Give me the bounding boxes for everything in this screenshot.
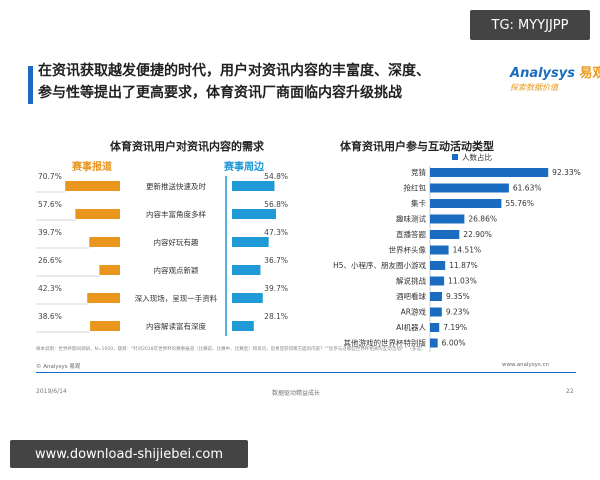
data-label-series-2: 56.8%	[264, 200, 288, 209]
data-label-series-1: 42.3%	[38, 284, 62, 293]
bar	[430, 292, 442, 301]
footer-page: 22	[566, 388, 574, 395]
bar-series-1	[99, 265, 120, 275]
category-label: 抢红包	[404, 183, 427, 193]
data-label-series-2: 39.7%	[264, 284, 288, 293]
bar	[430, 214, 465, 224]
category-label: 趣味测试	[396, 214, 426, 224]
category-label: 直播答题	[396, 229, 426, 239]
bar-series-1	[89, 237, 120, 247]
data-label-series-1: 26.6%	[38, 256, 62, 265]
data-label: 11.87%	[449, 261, 478, 270]
watermark-bottom: www.download-shijiebei.com	[10, 440, 248, 468]
headline-line-2: 参与性等提出了更高要求，体育资讯厂商面临内容升级挑战	[38, 85, 402, 101]
legend-series-2: 赛事周边	[224, 162, 264, 173]
category-label: 其他游戏的世界杯特别版	[344, 338, 427, 348]
category-label: 内容好玩有趣	[154, 237, 199, 247]
data-label-series-2: 47.3%	[264, 228, 288, 237]
brand-tagline: 探索数据价值	[510, 83, 558, 92]
data-label: 61.63%	[513, 184, 542, 193]
footer-date: 2019/6/14	[36, 388, 67, 395]
bar-series-1	[65, 181, 120, 191]
bar	[430, 183, 509, 193]
data-label-series-2: 54.8%	[264, 172, 288, 181]
bar-series-1	[87, 293, 120, 303]
bar	[430, 338, 438, 348]
category-label: 内容观点新颖	[154, 265, 199, 275]
bar-series-2	[232, 181, 275, 191]
headline: 在资讯获取越发便捷的时代，用户对资讯内容的丰富度、深度、 参与性等提出了更高要求…	[38, 60, 430, 104]
category-label: AR游戏	[401, 307, 427, 317]
legend-series-1: 赛事报道	[72, 162, 112, 173]
category-label: 酒吧看球	[396, 291, 426, 301]
bar-series-2	[232, 209, 277, 219]
category-label: 深入现场，呈现一手资料	[135, 293, 218, 303]
bar-series-1	[90, 321, 120, 331]
footer-center: 数据驱动精益成长	[272, 390, 321, 397]
data-label: 7.19%	[443, 323, 467, 332]
headline-line-1: 在资讯获取越发便捷的时代，用户对资讯内容的丰富度、深度、	[38, 63, 430, 79]
category-label: 解说挑战	[396, 276, 426, 286]
left-chart-title: 体育资讯用户对资讯内容的需求	[110, 140, 264, 153]
source-label: © Analysys 易观	[36, 364, 81, 370]
bar	[430, 230, 460, 239]
title-accent-bar	[28, 66, 33, 104]
data-label-series-1: 38.6%	[38, 312, 62, 321]
bar	[430, 261, 446, 270]
bar-series-2	[232, 237, 269, 247]
data-label: 55.76%	[505, 199, 534, 208]
bar	[430, 323, 440, 332]
bar-series-2	[232, 265, 261, 275]
data-label: 14.51%	[453, 246, 482, 255]
data-label-series-2: 36.7%	[264, 256, 288, 265]
data-label: 9.35%	[446, 292, 470, 301]
brand-name: Analysys 易观	[510, 66, 600, 81]
bar-series-2	[232, 293, 263, 303]
source-url: www.analysys.cn	[502, 362, 549, 368]
legend-label: 人数占比	[462, 152, 492, 162]
data-label: 26.86%	[468, 215, 497, 224]
data-label: 22.90%	[463, 230, 492, 239]
footer-divider	[36, 372, 576, 373]
left-chart: 70.7% 54.8% 更新推送快速及时 57.6% 56.8% 内容丰富角度多样 39.7…	[36, 172, 288, 336]
data-label-series-1: 70.7%	[38, 172, 62, 181]
data-label: 92.33%	[552, 168, 581, 177]
category-label: 世界杯头像	[389, 245, 427, 255]
category-label: 集卡	[411, 198, 426, 208]
data-label-series-2: 28.1%	[264, 312, 288, 321]
data-label: 9.23%	[446, 308, 470, 317]
bar	[430, 168, 549, 177]
bar	[430, 276, 445, 286]
slide: 在资讯获取越发便捷的时代，用户对资讯内容的丰富度、深度、 参与性等提出了更高要求…	[28, 60, 600, 410]
data-label: 11.03%	[448, 277, 477, 286]
right-chart-title: 体育资讯用户参与互动活动类型	[340, 140, 494, 153]
data-label-series-1: 57.6%	[38, 200, 62, 209]
watermark-top: TG: MYYJJPP	[470, 10, 590, 40]
bar	[430, 199, 502, 208]
category-label: 更新推送快速及时	[146, 181, 206, 191]
category-label: 竞猜	[411, 167, 426, 177]
footnote: 样本说明：世界杯期间调研，N=1000，题目："针对2018年世界杯的赛事报道（…	[36, 347, 426, 352]
brand-logo: Analysys 易观 探索数据价值	[510, 62, 600, 102]
bar	[430, 307, 442, 317]
data-label-series-1: 39.7%	[38, 228, 62, 237]
bar	[430, 245, 449, 255]
legend-swatch	[452, 154, 458, 160]
category-label: H5、小程序、朋友圈小游戏	[333, 260, 426, 270]
bar-series-2	[232, 321, 254, 331]
data-label: 6.00%	[442, 339, 466, 348]
bar-series-1	[75, 209, 120, 219]
brand-a-icon: A	[510, 66, 521, 81]
category-label: 内容丰富角度多样	[146, 209, 206, 219]
category-label: AI机器人	[396, 322, 426, 332]
category-label: 内容解读富有深度	[146, 321, 206, 331]
